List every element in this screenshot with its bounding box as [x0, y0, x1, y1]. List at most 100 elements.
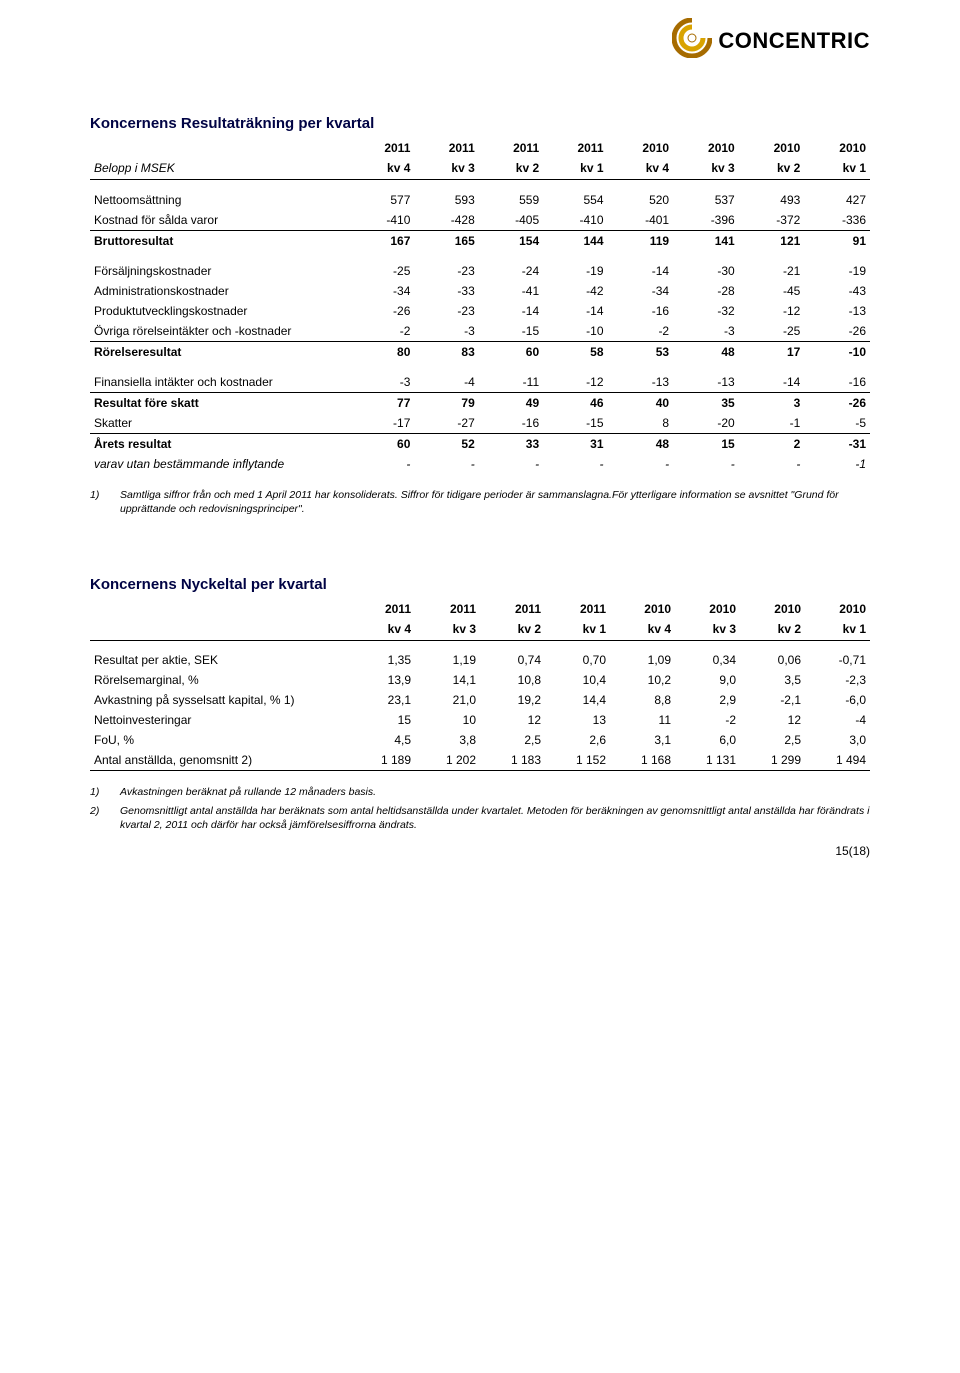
col-year: 2011 [414, 138, 478, 158]
cell-value: -27 [414, 413, 478, 434]
cell-value: 12 [740, 710, 805, 730]
cell-value: -32 [673, 301, 739, 321]
cell-value: -19 [543, 261, 607, 281]
cell-value: -28 [673, 281, 739, 301]
cell-value: -4 [414, 372, 478, 393]
table1-year-row: 20112011201120112010201020102010 [90, 138, 870, 158]
footnote: 1) Samtliga siffror från och med 1 April … [90, 488, 870, 516]
footnote-marker: 1) [90, 488, 108, 516]
cell-value: 52 [414, 433, 478, 454]
cell-value: 40 [608, 392, 674, 413]
cell-value: -42 [543, 281, 607, 301]
cell-value: -45 [739, 281, 805, 301]
cell-value: -2,3 [805, 670, 870, 690]
cell-value: 154 [479, 230, 543, 251]
footnote: 2)Genomsnittligt antal anställda har ber… [90, 804, 870, 832]
row-label: Administrationskostnader [90, 281, 350, 301]
cell-value: 1 183 [480, 750, 545, 771]
col-quarter: kv 1 [805, 619, 870, 641]
page: CONCENTRIC Koncernens Resultaträkning pe… [0, 0, 960, 876]
footnote-marker: 1) [90, 785, 108, 799]
col-year: 2011 [543, 138, 607, 158]
table2-footnotes: 1) Avkastningen beräknat på rullande 12 m… [90, 785, 870, 832]
cell-value: 14,1 [415, 670, 480, 690]
cell-value: -2,1 [740, 690, 805, 710]
cell-value: -15 [479, 321, 543, 342]
cell-value: 49 [479, 392, 543, 413]
cell-value: -21 [739, 261, 805, 281]
cell-value: 48 [673, 341, 739, 362]
cell-value: 33 [479, 433, 543, 454]
cell-value: 493 [739, 190, 805, 210]
cell-value: 58 [543, 341, 607, 362]
cell-value: -25 [739, 321, 805, 342]
cell-value: - [739, 454, 805, 474]
row-label: Finansiella intäkter och kostnader [90, 372, 350, 393]
col-year: 2010 [673, 138, 739, 158]
cell-value: 10,8 [480, 670, 545, 690]
cell-value: 559 [479, 190, 543, 210]
cell-value: - [543, 454, 607, 474]
cell-value: 15 [673, 433, 739, 454]
table2-year-row: 20112011201120112010201020102010 [90, 599, 870, 619]
footnote-marker: 2) [90, 804, 108, 832]
cell-value: 4,5 [350, 730, 415, 750]
footnote-text: Samtliga siffror från och med 1 April 20… [120, 488, 870, 516]
table-row: Avkastning på sysselsatt kapital, % 1)23… [90, 690, 870, 710]
col-quarter: kv 4 [350, 158, 414, 180]
cell-value: -0,71 [805, 650, 870, 670]
row-label: Kostnad för sålda varor [90, 210, 350, 231]
row-label: Resultat per aktie, SEK [90, 650, 350, 670]
table-row: Nettoomsättning577593559554520537493427 [90, 190, 870, 210]
cell-value: 167 [350, 230, 414, 251]
income-statement-table: 20112011201120112010201020102010 Belopp … [90, 138, 870, 474]
table-row: Nettoinvesteringar1510121311-212-4 [90, 710, 870, 730]
table1-footnotes: 1) Samtliga siffror från och med 1 April … [90, 488, 870, 516]
cell-value: -2 [608, 321, 674, 342]
cell-value: 21,0 [415, 690, 480, 710]
cell-value: 1,19 [415, 650, 480, 670]
cell-value: -34 [350, 281, 414, 301]
col-quarter: kv 1 [543, 158, 607, 180]
col-quarter: kv 3 [675, 619, 740, 641]
table1-quarter-row: Belopp i MSEK kv 4kv 3kv 2kv 1kv 4kv 3kv… [90, 158, 870, 180]
cell-value: -3 [673, 321, 739, 342]
footnote: 1) Avkastningen beräknat på rullande 12 m… [90, 785, 870, 799]
cell-value: 80 [350, 341, 414, 362]
col-quarter: kv 1 [545, 619, 610, 641]
spacer-row [90, 251, 870, 261]
row-label: Nettoinvesteringar [90, 710, 350, 730]
row-label: Försäljningskostnader [90, 261, 350, 281]
col-quarter: kv 3 [414, 158, 478, 180]
cell-value: 60 [479, 341, 543, 362]
cell-value: -336 [804, 210, 870, 231]
cell-value: - [479, 454, 543, 474]
table-row: Rörelsemarginal, %13,914,110,810,410,29,… [90, 670, 870, 690]
col-year: 2010 [675, 599, 740, 619]
col-year: 2011 [480, 599, 545, 619]
row-label: Rörelsemarginal, % [90, 670, 350, 690]
cell-value: 3 [739, 392, 805, 413]
row-label: Resultat före skatt [90, 392, 350, 413]
cell-value: 9,0 [675, 670, 740, 690]
cell-value: 1 202 [415, 750, 480, 771]
table-row: FoU, %4,53,82,52,63,16,02,53,0 [90, 730, 870, 750]
col-year: 2010 [739, 138, 805, 158]
cell-value: 48 [608, 433, 674, 454]
cell-value: -15 [543, 413, 607, 434]
cell-value: 554 [543, 190, 607, 210]
cell-value: -26 [804, 392, 870, 413]
cell-value: -10 [804, 341, 870, 362]
cell-value: 8,8 [610, 690, 675, 710]
footnote-text: Avkastningen beräknat på rullande 12 mån… [120, 785, 376, 799]
col-quarter: kv 4 [608, 158, 674, 180]
col-quarter: kv 2 [479, 158, 543, 180]
cell-value: -396 [673, 210, 739, 231]
table2-title: Koncernens Nyckeltal per kvartal [90, 576, 870, 593]
cell-value: 577 [350, 190, 414, 210]
col-quarter: kv 1 [804, 158, 870, 180]
cell-value: 60 [350, 433, 414, 454]
cell-value: 53 [608, 341, 674, 362]
cell-value: 77 [350, 392, 414, 413]
col-quarter: kv 4 [350, 619, 415, 641]
